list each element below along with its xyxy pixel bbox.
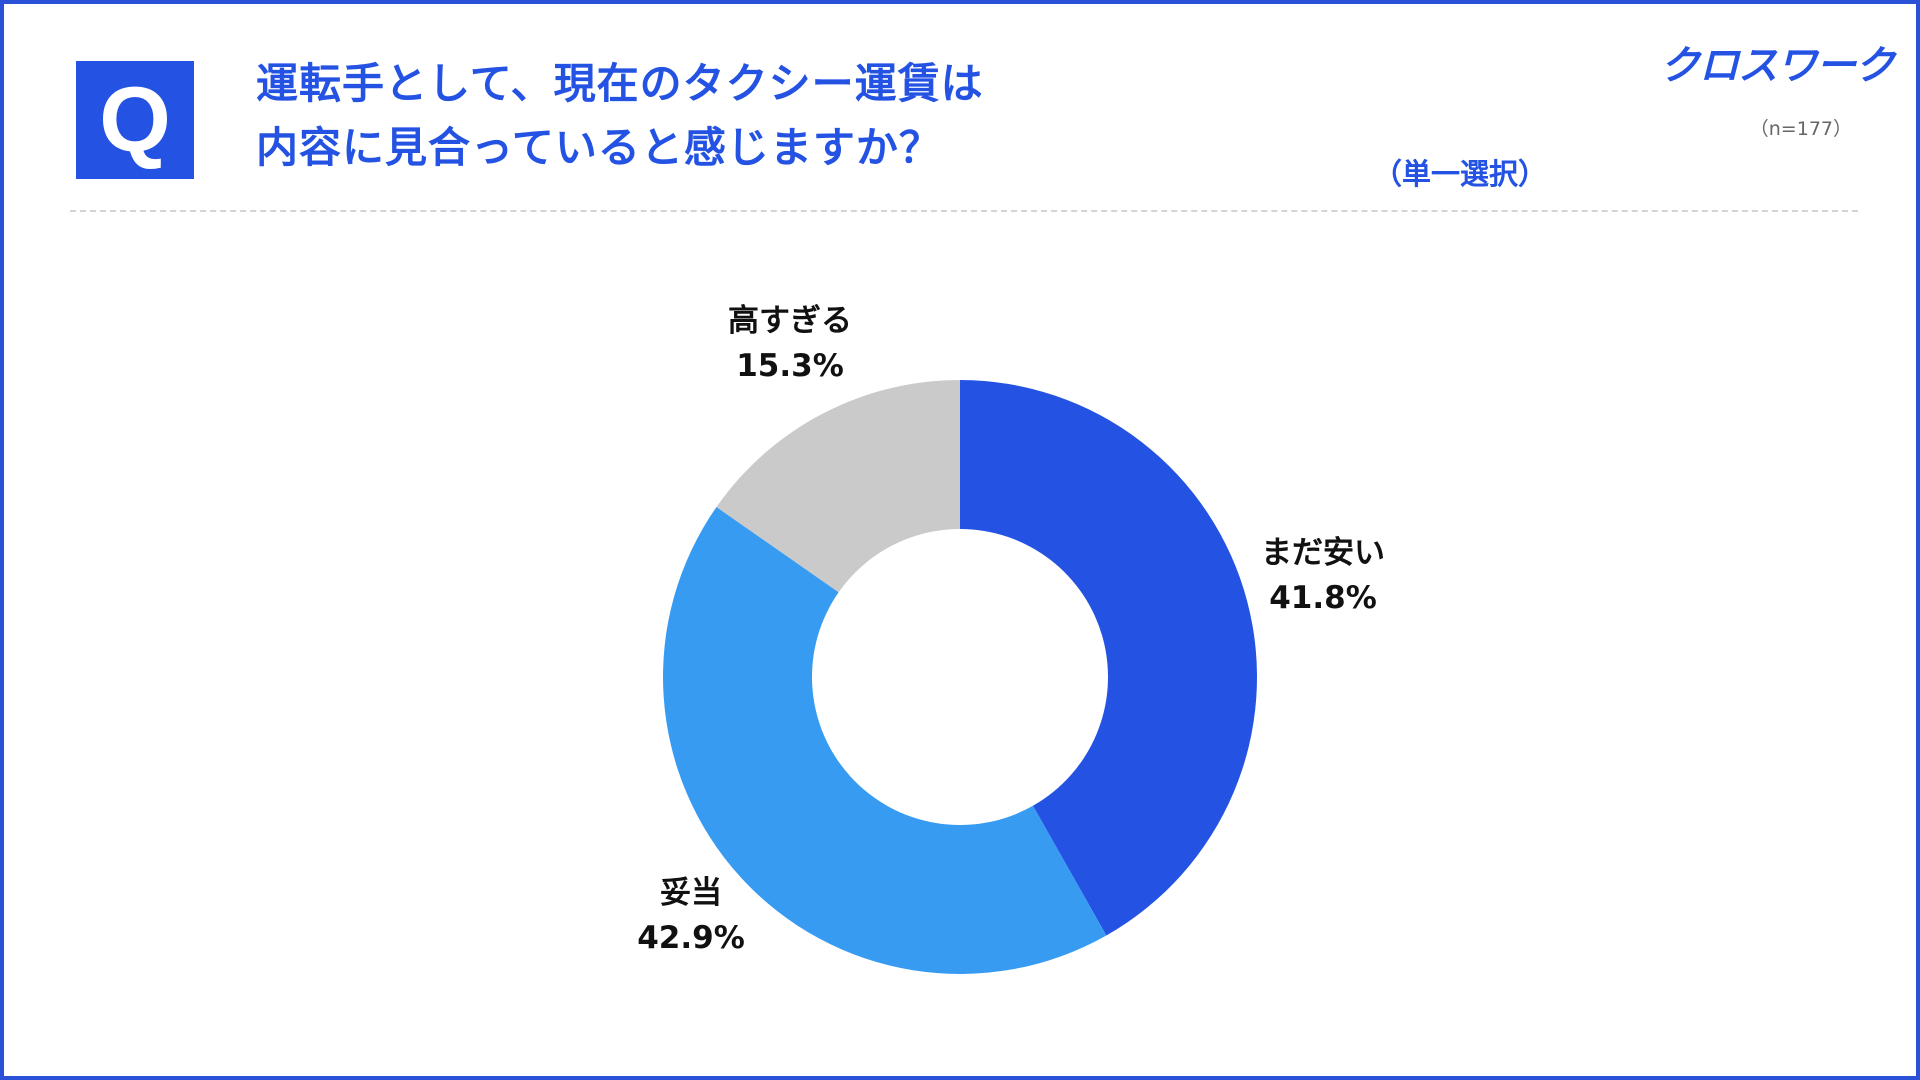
donut-labels: まだ安い 41.8% 妥当 42.9% 高すぎる 15.3% [637,303,1385,956]
question-title-line-1: 運転手として、現在のタクシー運賃は [256,59,984,108]
question-letter: Q [99,69,171,171]
slice-name-label: 妥当 [660,875,722,911]
question-title: 運転手として、現在のタクシー運賃は 内容に見合っていると感じますか？ [256,52,1136,180]
slice-name-label: まだ安い [1261,535,1385,571]
slice-value-label: 41.8% [1269,580,1377,616]
header-divider [70,210,1858,212]
sample-size: （n=177） [1749,118,1852,140]
donut-slices [663,380,1257,974]
question-badge: Q [76,61,194,179]
question-title-line-2: 内容に見合っていると感じますか？ [256,123,942,172]
slice-name-label: 高すぎる [728,303,852,339]
brand-logo: クロスワーク [1660,43,1895,89]
donut-slice-3 [716,380,960,593]
question-type: （単一選択） [1372,157,1547,191]
slice-value-label: 42.9% [637,920,745,956]
donut-slice-2 [663,506,1107,974]
slice-value-label: 15.3% [736,348,844,384]
donut-slice-1 [960,380,1257,936]
